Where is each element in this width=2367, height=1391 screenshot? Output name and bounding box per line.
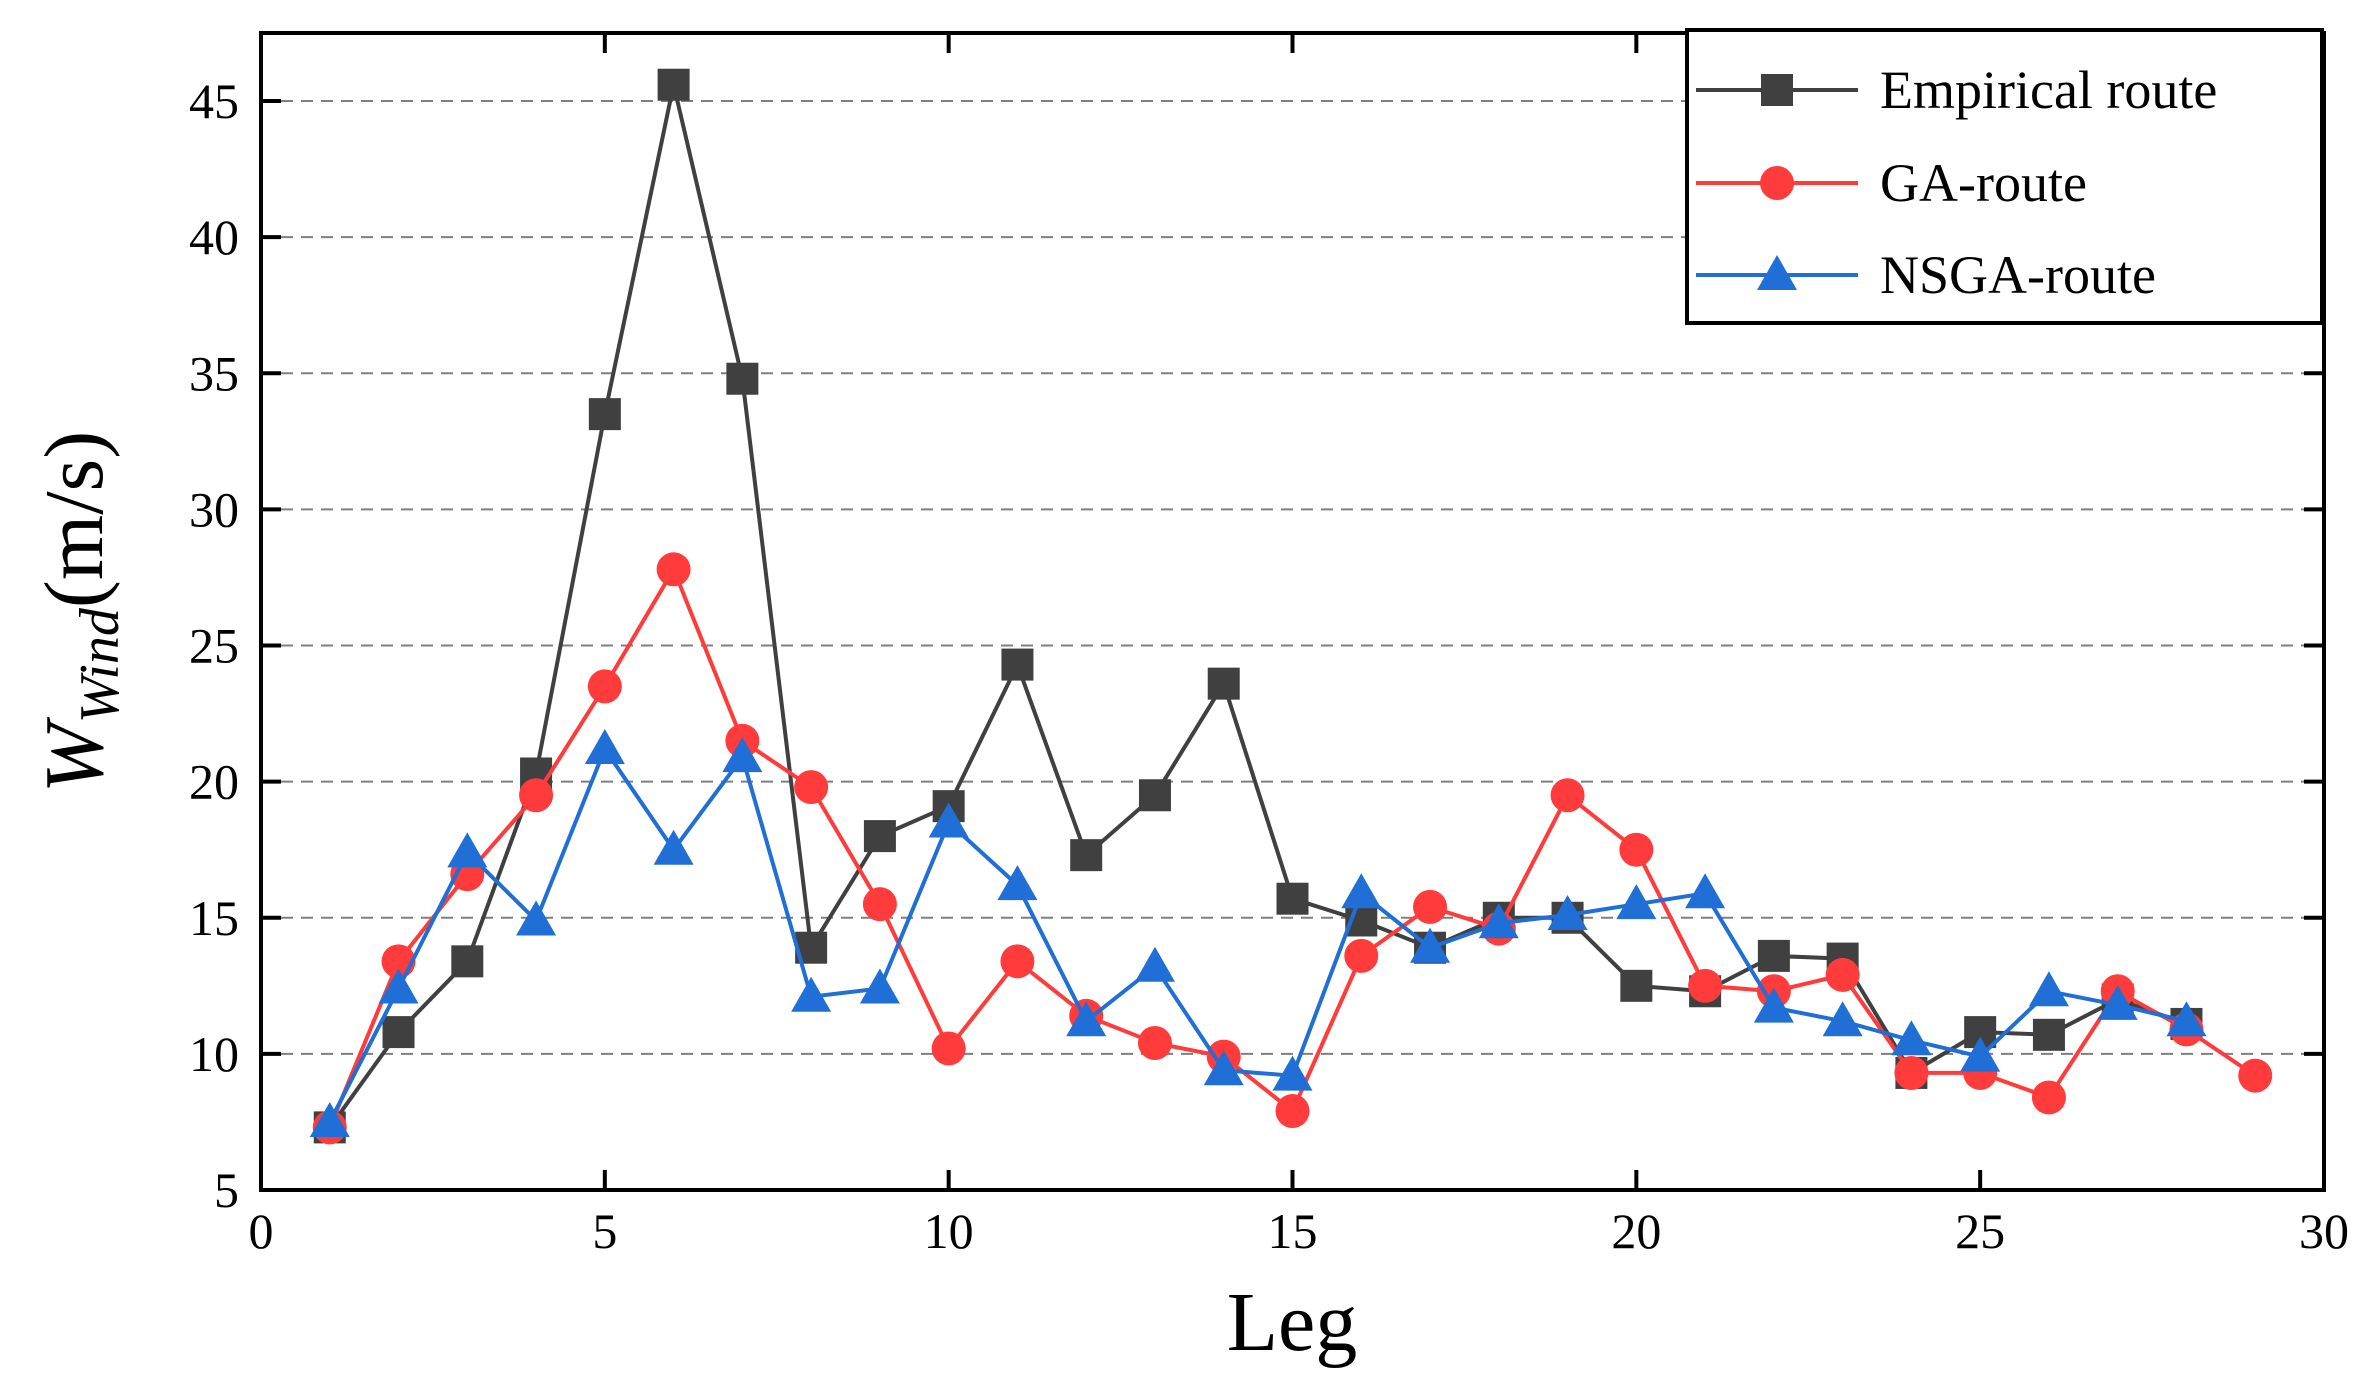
series-line-empirical-route <box>328 82 2188 1129</box>
data-point-nsga-route <box>997 865 1038 901</box>
data-point-nsga-route <box>1134 946 1175 982</box>
x-tick-label: 25 <box>1955 1203 2005 1259</box>
legend-label-empirical: Empirical route <box>1880 60 2217 120</box>
x-tick-label: 30 <box>2299 1203 2349 1259</box>
x-tick-label: 20 <box>1611 1203 1661 1259</box>
data-point-nsga-route <box>1685 873 1726 909</box>
data-point-ga-route <box>862 887 897 922</box>
data-point-nsga-route <box>1547 895 1588 931</box>
x-tick-label: 0 <box>249 1203 274 1259</box>
legend: Empirical route GA-route NSGA-route <box>1685 28 2324 325</box>
data-point-ga-route <box>1619 832 1654 867</box>
data-point-ga-route <box>1894 1055 1929 1090</box>
data-point-empirical-route <box>382 1016 415 1049</box>
data-point-ga-route <box>656 552 691 587</box>
data-point-nsga-route <box>722 737 763 773</box>
data-point-ga-route <box>1825 957 1860 992</box>
data-point-empirical-route <box>451 945 484 978</box>
legend-marker-ga <box>1760 166 1794 200</box>
data-point-nsga-route <box>2166 1001 2207 1037</box>
data-point-empirical-route <box>1757 939 1790 972</box>
data-point-nsga-route <box>928 802 969 838</box>
series-nsga-route <box>309 728 2207 1137</box>
data-point-ga-route <box>931 1031 966 1066</box>
data-point-nsga-route <box>1272 1055 1313 1091</box>
legend-label-ga: GA-route <box>1880 153 2087 213</box>
data-point-empirical-route <box>1070 839 1103 872</box>
y-tick-label: 45 <box>189 73 239 129</box>
data-point-nsga-route <box>516 900 557 936</box>
x-tick-label: 15 <box>1268 1203 1318 1259</box>
legend-marker-nsga <box>1757 255 1797 290</box>
y-tick-label: 30 <box>189 481 239 537</box>
data-point-nsga-route <box>309 1101 350 1137</box>
data-point-nsga-route <box>378 968 419 1004</box>
data-point-ga-route <box>519 778 554 813</box>
data-point-ga-route <box>2238 1058 2273 1093</box>
data-point-ga-route <box>1413 889 1448 924</box>
data-point-nsga-route <box>1753 987 1794 1023</box>
data-point-nsga-route <box>791 976 832 1012</box>
data-point-nsga-route <box>2028 971 2069 1007</box>
data-point-empirical-route <box>657 68 690 101</box>
data-point-nsga-route <box>1341 873 1382 909</box>
data-point-empirical-route <box>1620 969 1653 1002</box>
data-point-ga-route <box>1137 1025 1172 1060</box>
x-tick-label: 5 <box>592 1203 617 1259</box>
y-axis-title-subscript: Wind <box>69 607 131 723</box>
data-point-empirical-route <box>1276 882 1309 915</box>
y-tick-label: 10 <box>189 1026 239 1082</box>
y-tick-label: 15 <box>189 890 239 946</box>
data-point-nsga-route <box>1066 1001 1107 1037</box>
data-point-nsga-route <box>859 968 900 1004</box>
data-point-nsga-route <box>1891 1020 1932 1056</box>
data-point-nsga-route <box>584 728 625 764</box>
data-point-nsga-route <box>1410 927 1451 963</box>
legend-label-nsga: NSGA-route <box>1880 245 2156 305</box>
y-tick-label: 20 <box>189 754 239 810</box>
data-point-ga-route <box>2031 1080 2066 1115</box>
data-point-nsga-route <box>1616 884 1657 920</box>
data-point-ga-route <box>794 770 829 805</box>
data-point-nsga-route <box>1960 1036 2001 1072</box>
data-point-nsga-route <box>1478 903 1519 939</box>
data-point-empirical-route <box>1001 648 1034 681</box>
y-axis-title-unit: (m/s) <box>28 431 121 608</box>
series-layer <box>309 68 2273 1145</box>
y-axis-title: WWind(m/s) <box>28 431 131 793</box>
data-point-empirical-route <box>1207 667 1240 700</box>
y-tick-label: 5 <box>214 1162 239 1218</box>
data-point-nsga-route <box>1203 1050 1244 1086</box>
x-tick-label: 10 <box>924 1203 974 1259</box>
data-point-empirical-route <box>588 398 621 431</box>
data-point-nsga-route <box>653 829 694 865</box>
data-point-ga-route <box>1550 778 1585 813</box>
y-axis-title-symbol: W <box>28 716 121 793</box>
legend-marker-empirical <box>1761 74 1793 106</box>
data-point-empirical-route <box>2032 1018 2065 1051</box>
data-point-nsga-route <box>447 832 488 868</box>
data-point-nsga-route <box>2097 984 2138 1020</box>
data-point-empirical-route <box>726 362 759 395</box>
grid-lines <box>261 100 2324 1055</box>
data-point-ga-route <box>1688 968 1723 1003</box>
series-line-nsga-route <box>328 747 2187 1123</box>
x-axis-title: Leg <box>1227 1276 1358 1369</box>
data-point-ga-route <box>1344 938 1379 973</box>
data-point-empirical-route <box>1138 779 1171 812</box>
data-point-ga-route <box>1000 944 1035 979</box>
y-tick-label: 40 <box>189 209 239 265</box>
data-point-nsga-route <box>1822 1001 1863 1037</box>
y-tick-label: 25 <box>189 618 239 674</box>
y-tick-label: 35 <box>189 345 239 401</box>
series-ga-route <box>312 552 2273 1145</box>
data-point-ga-route <box>587 669 622 704</box>
data-point-empirical-route <box>863 820 896 853</box>
data-point-ga-route <box>1275 1094 1310 1129</box>
